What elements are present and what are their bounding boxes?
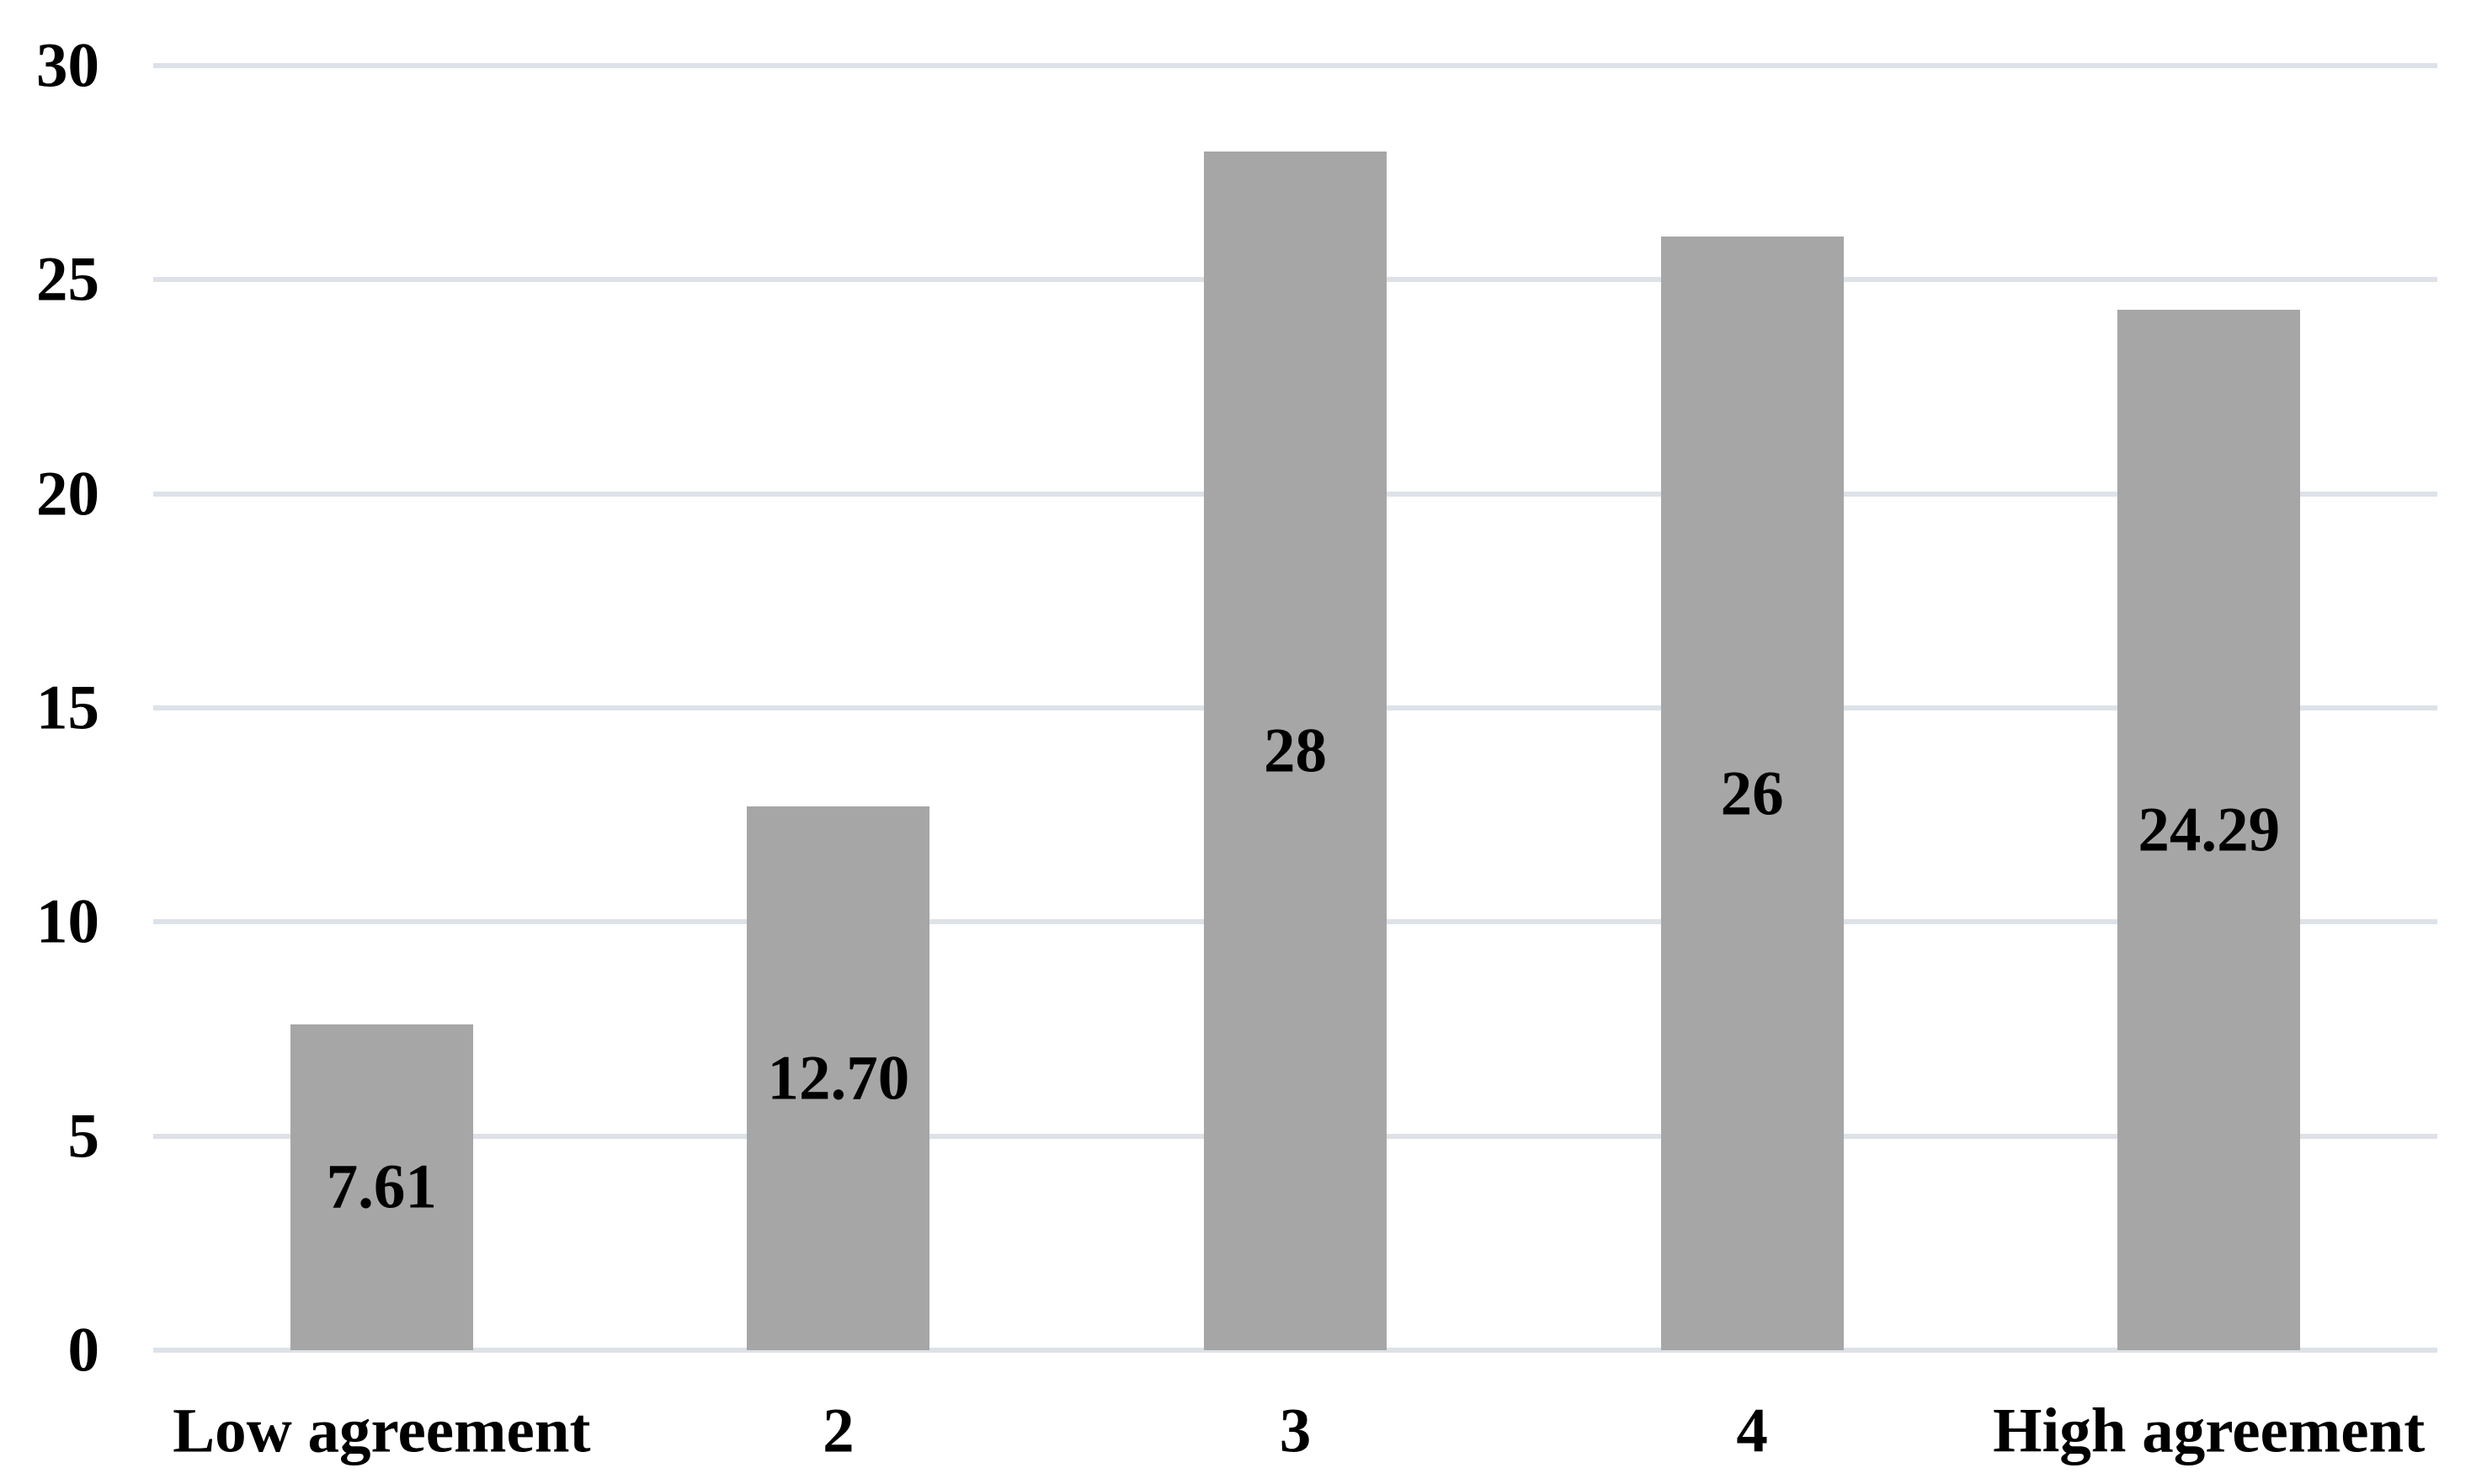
y-axis-tick-label: 10 xyxy=(36,886,99,957)
bar-low-agreement: 7.61 xyxy=(290,1024,473,1350)
bar-3: 28 xyxy=(1203,151,1387,1350)
bar-4: 26 xyxy=(1660,237,1844,1350)
x-axis-category-label: 3 xyxy=(1279,1396,1312,1466)
bar-value-label: 7.61 xyxy=(326,1152,437,1222)
bar-value-label: 24.29 xyxy=(2138,795,2281,865)
x-axis-category-label: High agreement xyxy=(1993,1396,2426,1466)
bar-value-label: 26 xyxy=(1720,758,1784,829)
y-axis-tick-label: 30 xyxy=(36,30,99,101)
x-axis-category-label: 4 xyxy=(1736,1396,1768,1466)
x-axis-category-label: 2 xyxy=(823,1396,855,1466)
gridline-y-0 xyxy=(153,1348,2437,1353)
y-axis-tick-label: 25 xyxy=(36,244,99,315)
y-axis-tick-label: 5 xyxy=(67,1101,100,1172)
y-axis-tick-label: 20 xyxy=(36,459,99,529)
bar-high-agreement: 24.29 xyxy=(2117,310,2301,1350)
y-axis-tick-label: 0 xyxy=(67,1315,100,1386)
bar-2: 12.70 xyxy=(747,806,930,1350)
bar-value-label: 28 xyxy=(1263,715,1327,786)
y-axis-tick-label: 15 xyxy=(36,673,99,743)
bar-value-label: 12.70 xyxy=(767,1043,910,1114)
x-axis-category-label: Low agreement xyxy=(173,1396,591,1466)
gridline-y-30 xyxy=(153,63,2437,68)
